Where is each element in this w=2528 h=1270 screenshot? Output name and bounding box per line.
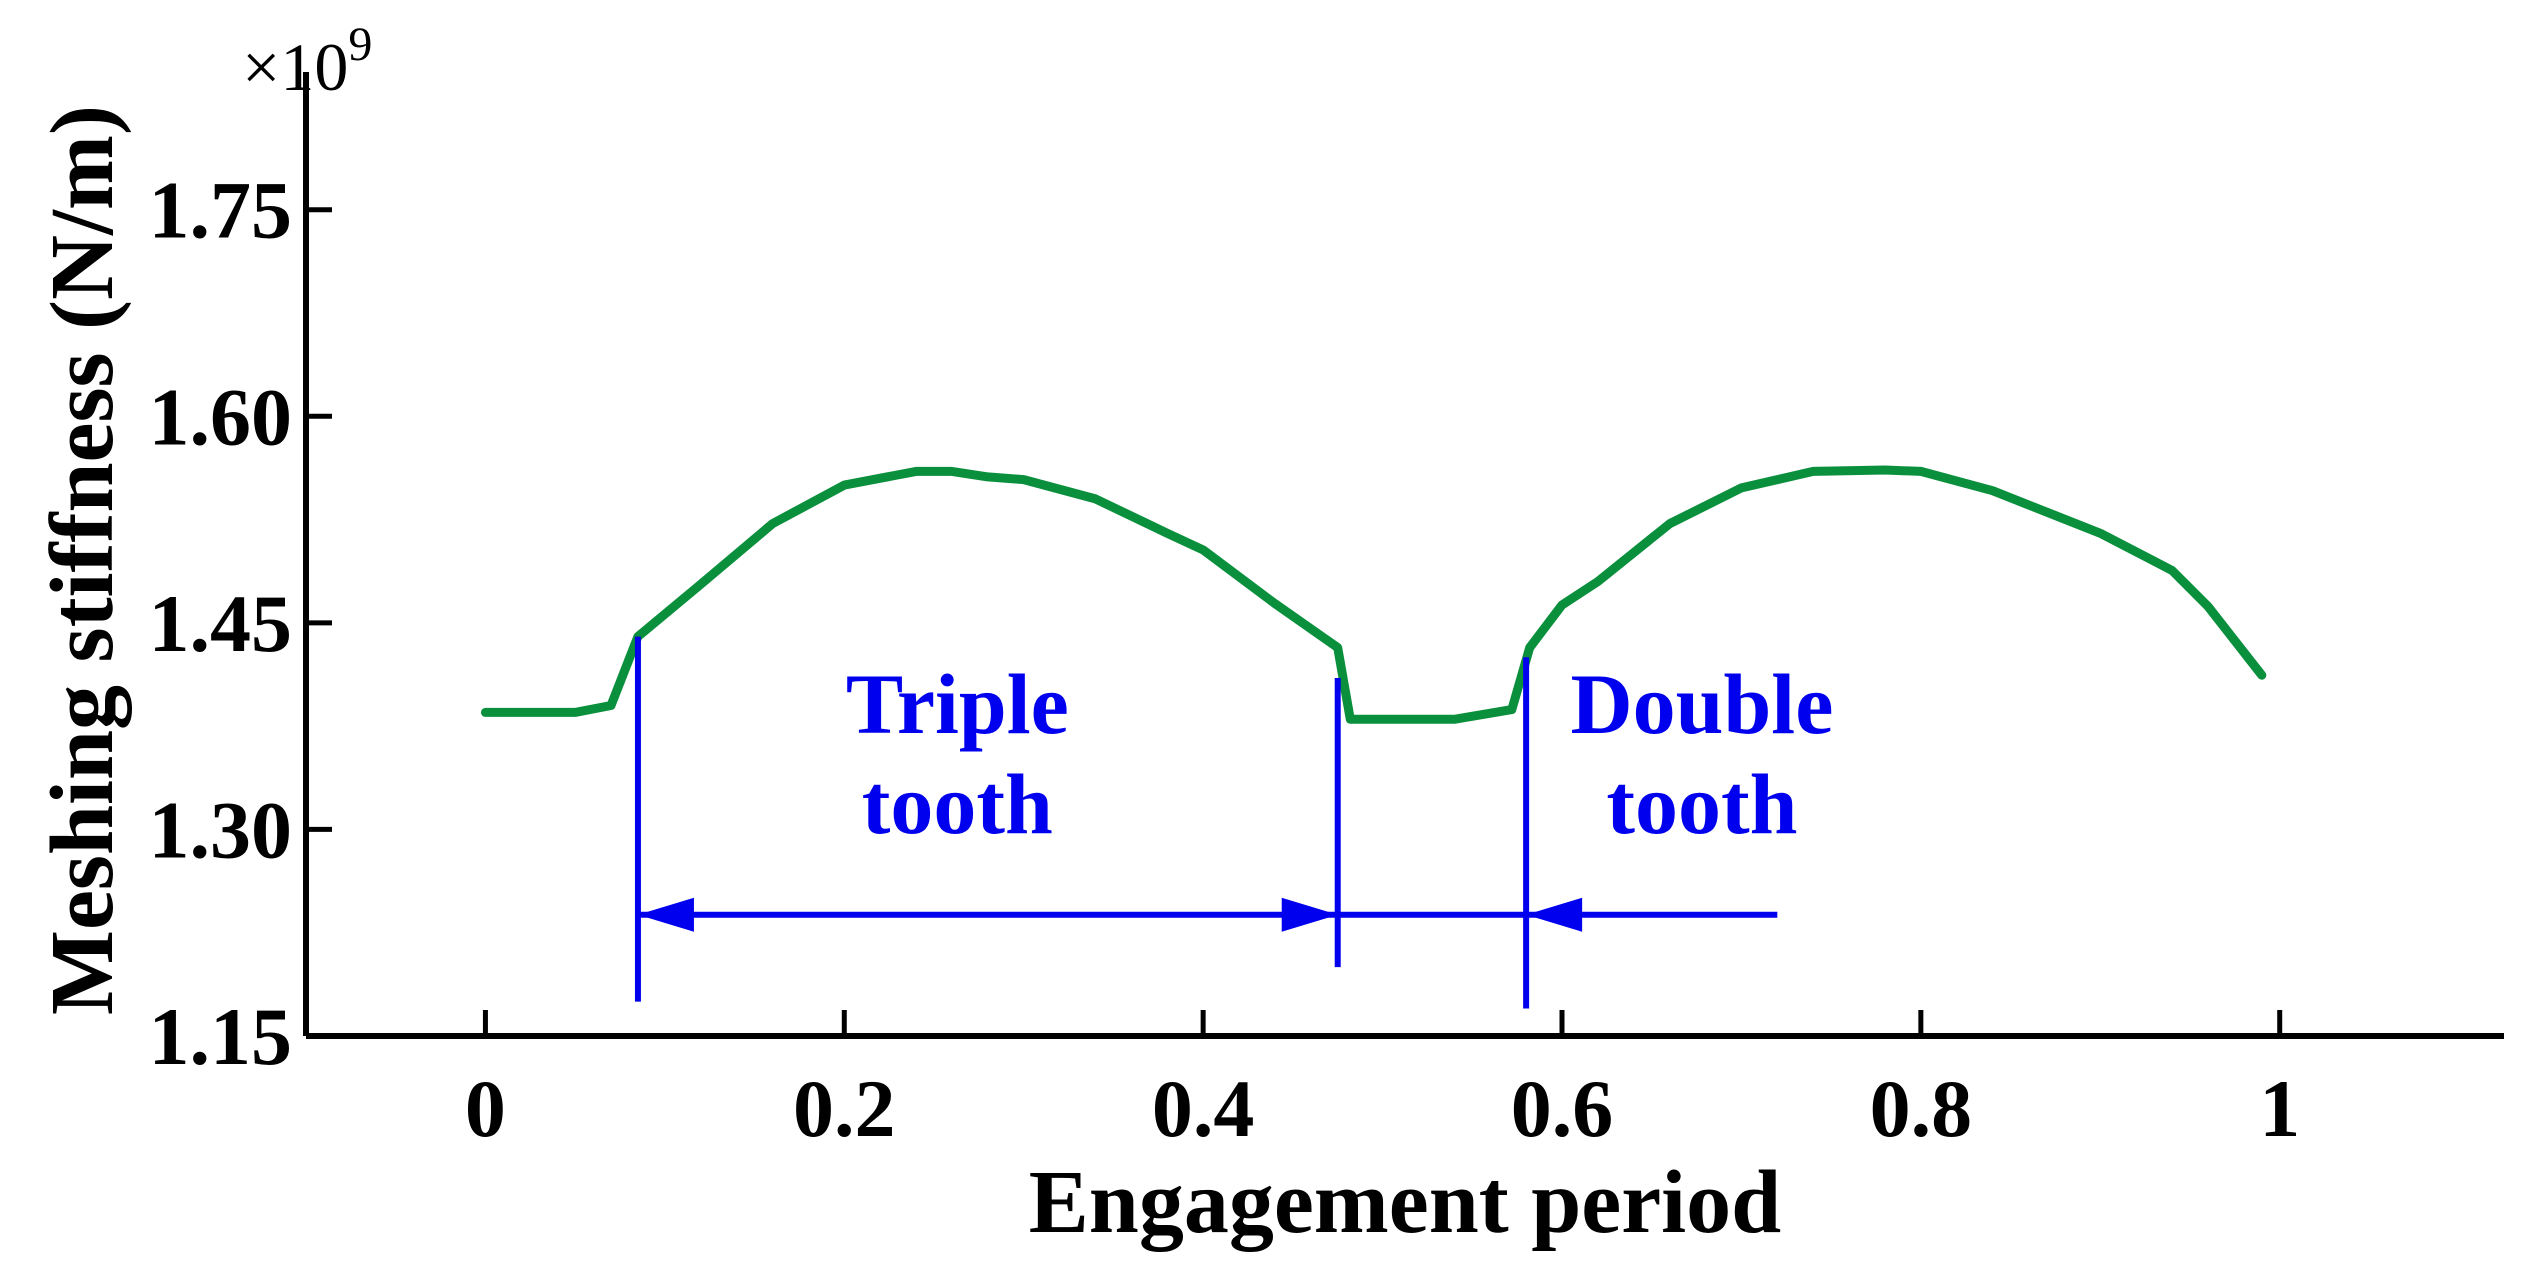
x-tick-label: 0.6	[1511, 1063, 1614, 1154]
arrow-head	[637, 897, 694, 932]
x-axis-title: Engagement period	[1029, 1153, 1781, 1252]
annotation-label: Double tooth	[1571, 656, 1834, 852]
y-tick-label: 1.60	[149, 371, 293, 462]
x-tick-label: 0	[465, 1063, 506, 1154]
y-ticks: 1.15 1.30 1.45 1.60 1.75	[149, 165, 332, 1082]
x-ticks: 0 0.2 0.4 0.6 0.8 1	[465, 1010, 2300, 1154]
x-tick-label: 0.8	[1870, 1063, 1973, 1154]
y-multiplier-exponent: 9	[348, 18, 372, 71]
annotation-layer: Triple tooth Double tooth	[634, 636, 1834, 1009]
arrow-head	[1281, 897, 1338, 932]
stiffness-series-line	[480, 465, 2267, 724]
series-layer	[480, 465, 2267, 724]
y-tick-label: 1.15	[149, 991, 293, 1082]
y-tick-label: 1.75	[149, 165, 293, 256]
x-tick-label: 1	[2259, 1063, 2300, 1154]
x-tick-label: 0.4	[1152, 1063, 1255, 1154]
y-multiplier-label: ×109	[242, 18, 372, 105]
x-tick-label: 0.2	[793, 1063, 896, 1154]
y-tick-label: 1.45	[149, 578, 293, 669]
y-axis-title: Meshing stiffness (N/m)	[33, 105, 132, 1015]
arrow-head	[1526, 897, 1583, 932]
annotation-label: Triple tooth	[846, 656, 1069, 852]
y-tick-label: 1.30	[149, 784, 293, 875]
